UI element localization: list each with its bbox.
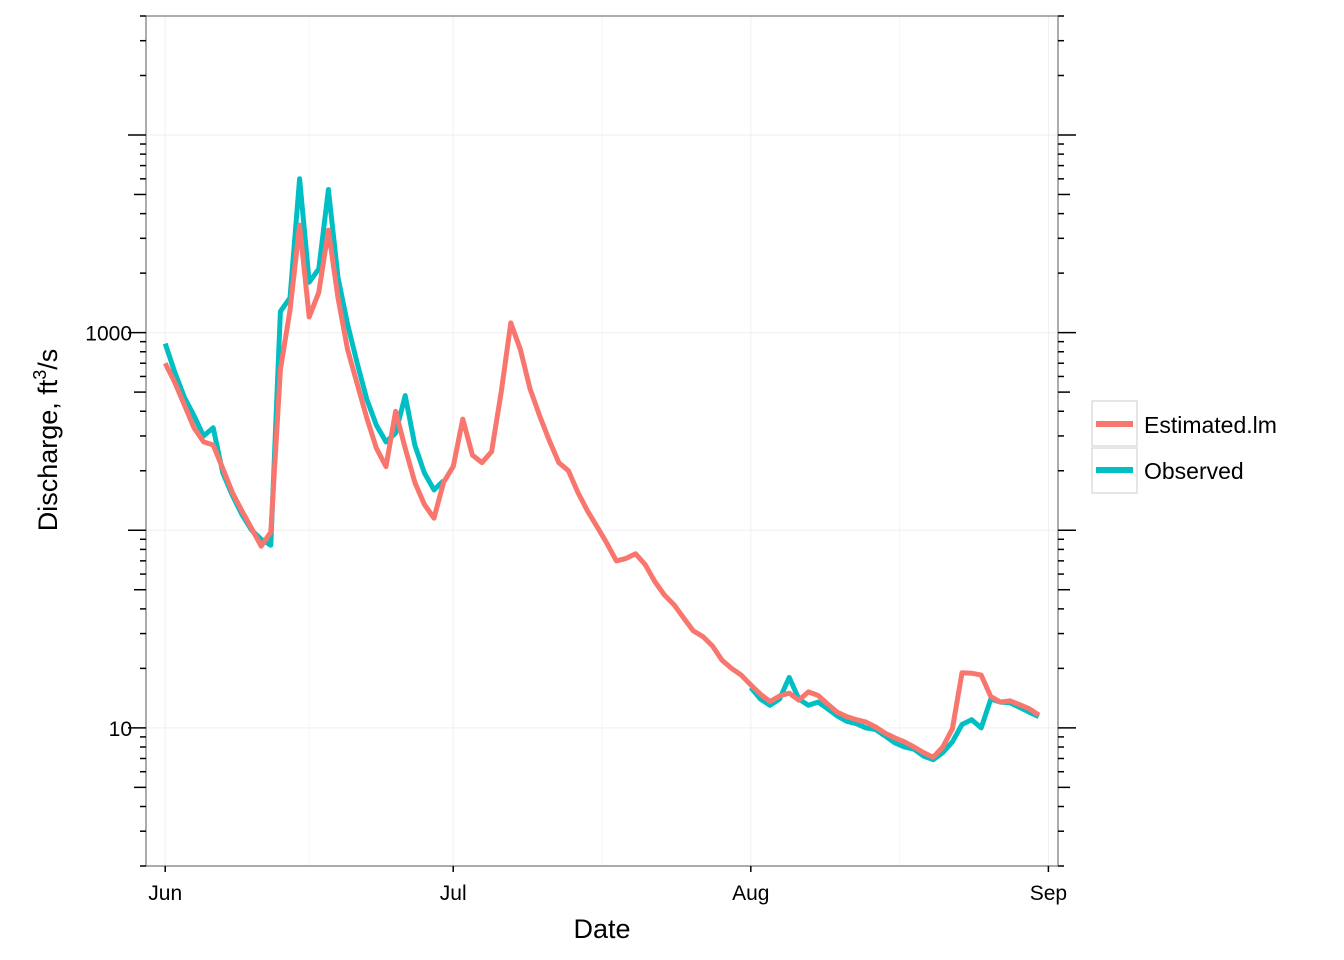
series-lines xyxy=(162,176,1041,763)
grid-lines xyxy=(146,16,1058,866)
x-tick-label: Aug xyxy=(732,882,769,905)
y-tick-label: 10 xyxy=(109,718,132,741)
series-line-estimated xyxy=(162,222,1041,760)
y-axis-title: Discharge, ft3/s xyxy=(30,349,63,532)
axes: 10 1000 Jun Jul Aug Sep xyxy=(85,15,1076,905)
plot-panel-border xyxy=(145,15,1059,867)
x-tick-label: Sep xyxy=(1030,882,1067,905)
x-tick-label: Jun xyxy=(148,882,182,905)
x-axis-title: Date xyxy=(573,914,630,944)
legend-label-estimated: Estimated.lm xyxy=(1144,412,1277,438)
x-tick-label: Jul xyxy=(440,882,467,905)
y-axis-title-superscript: 3 xyxy=(30,370,50,380)
y-axis-title-units: /s xyxy=(33,349,63,370)
y-axis-title-main: Discharge, ft xyxy=(33,379,63,531)
legend-label-observed: Observed xyxy=(1144,458,1244,484)
legend: Estimated.lm Observed xyxy=(1091,400,1277,494)
y-tick-label: 1000 xyxy=(85,323,132,346)
